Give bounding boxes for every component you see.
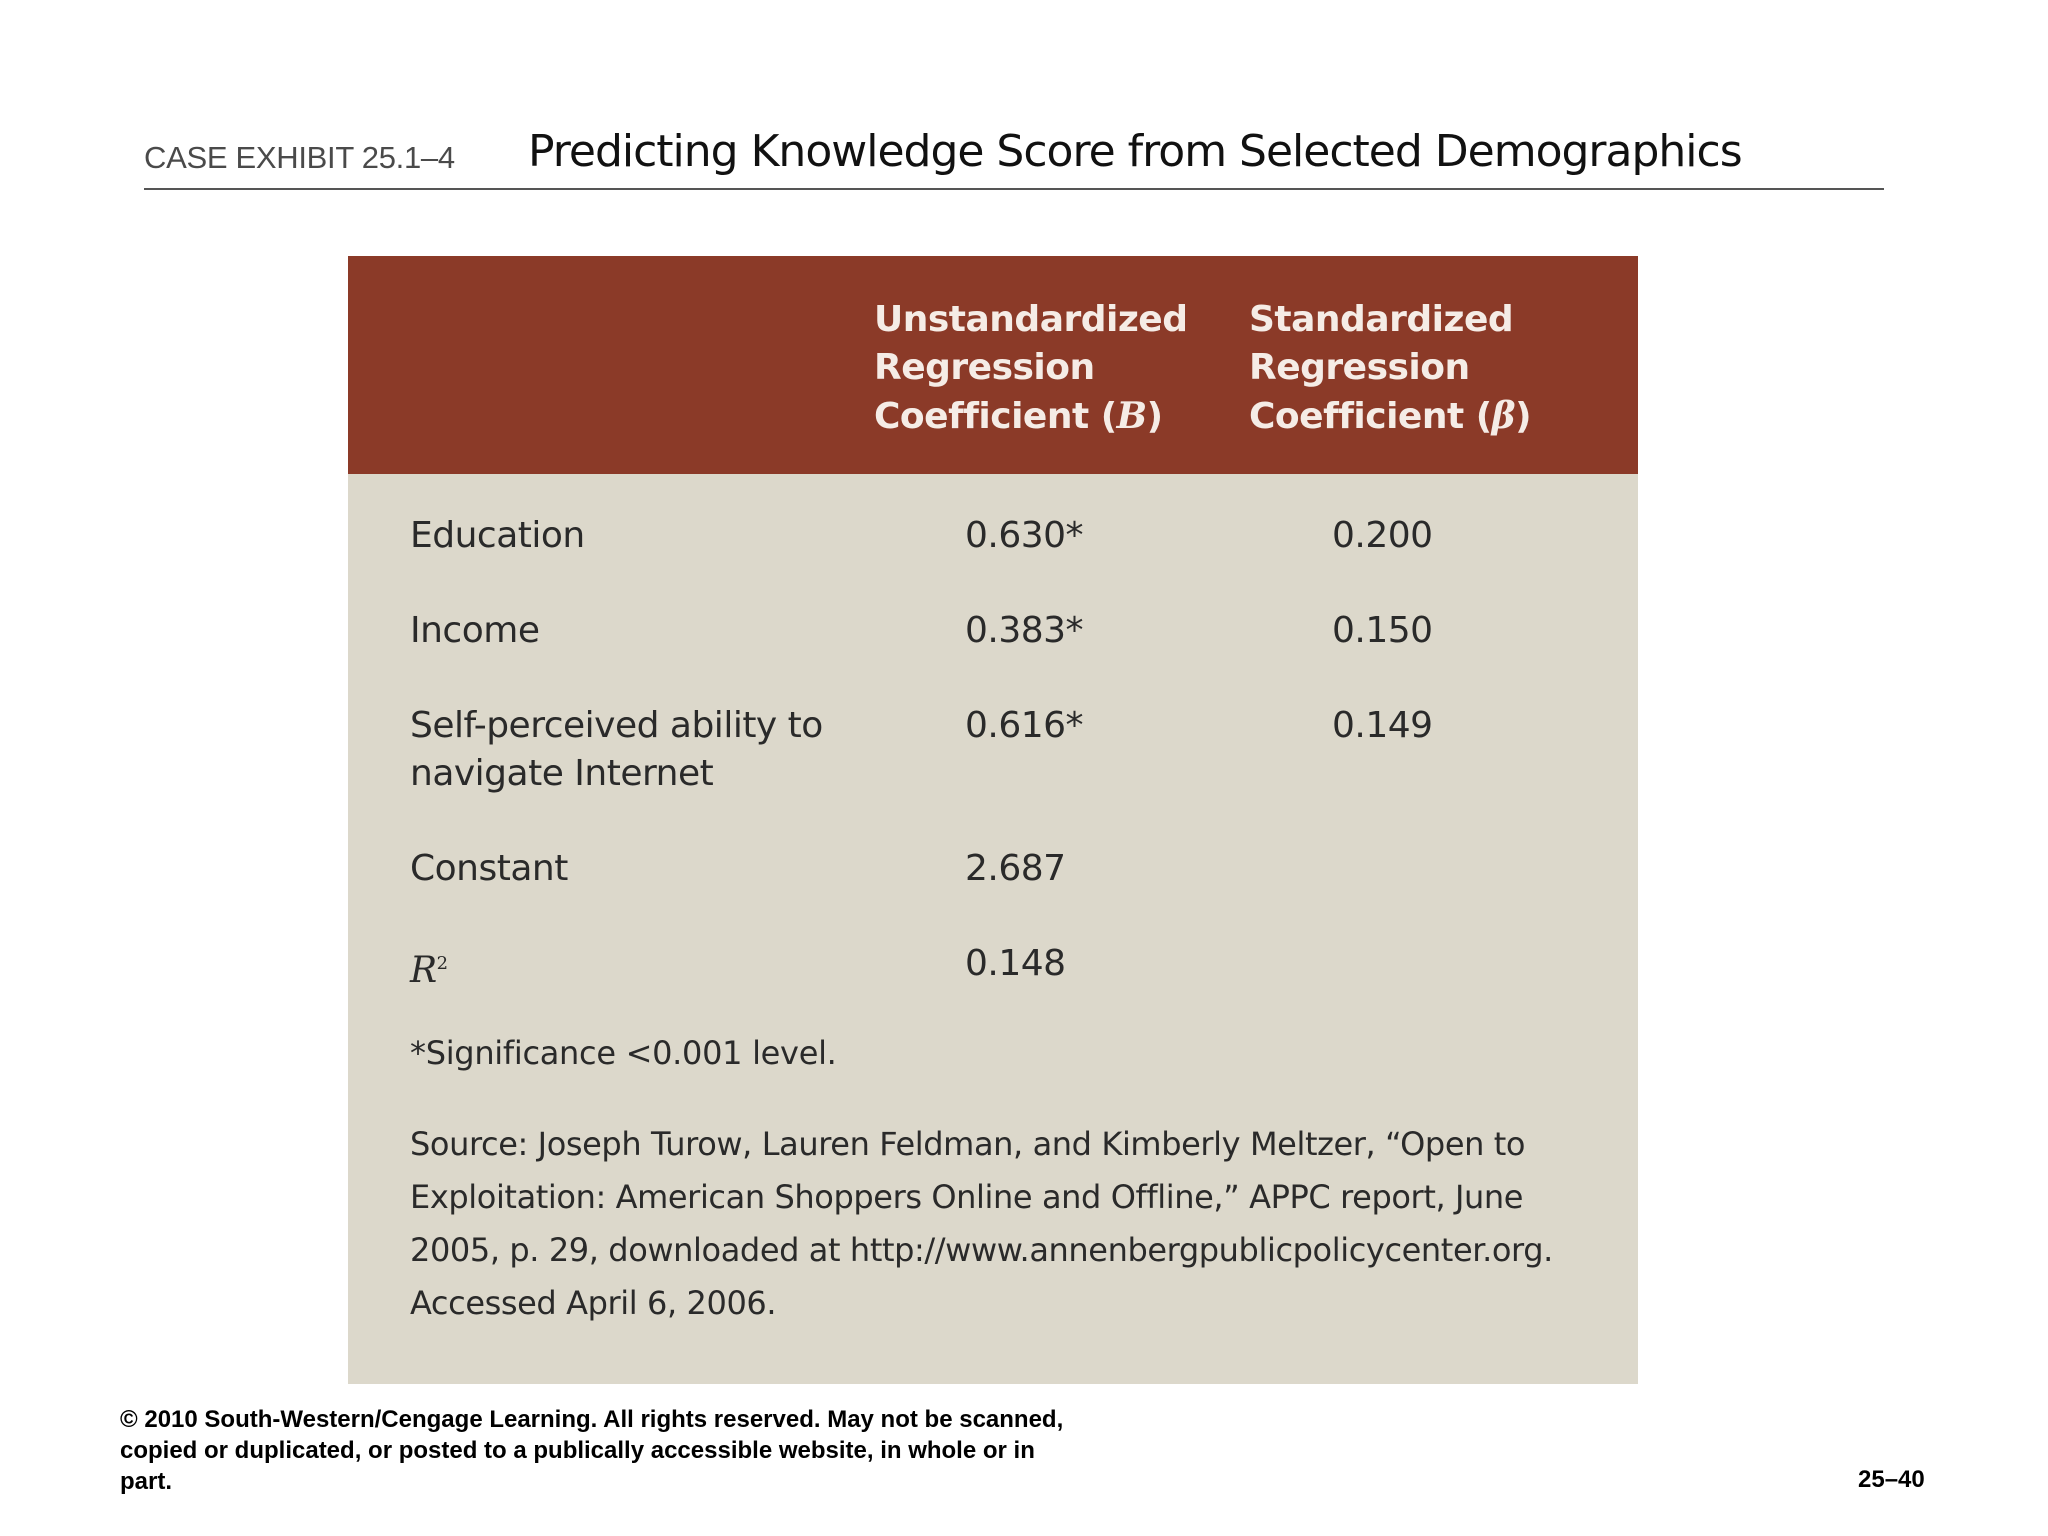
r-squared-label: R2 xyxy=(410,950,448,991)
exhibit-label: CASE EXHIBIT 25.1–4 xyxy=(144,140,455,175)
unstandardized-value: 0.383* xyxy=(965,610,1084,651)
standardized-value: 0.149 xyxy=(1332,705,1433,746)
row-label: Constant xyxy=(410,848,568,889)
standardized-value: 0.150 xyxy=(1332,610,1433,651)
significance-footnote: *Significance <0.001 level. xyxy=(410,1034,837,1072)
header-divider xyxy=(144,188,1884,190)
row-label: Self-perceived ability to navigate Inter… xyxy=(410,705,823,794)
copyright-notice: © 2010 South-Western/Cengage Learning. A… xyxy=(120,1406,1064,1495)
unstandardized-value: 2.687 xyxy=(965,848,1066,889)
standardized-value: 0.200 xyxy=(1332,515,1433,556)
unstandardized-value: 0.630* xyxy=(965,515,1084,556)
table-header: Unstandardized Regression Coefficient (B… xyxy=(348,256,1638,474)
row-label: Education xyxy=(410,515,585,556)
column-header-standardized: Standardized Regression Coefficient (β) xyxy=(1249,299,1532,437)
page-number: 25–40 xyxy=(1858,1466,1925,1493)
exhibit-header: CASE EXHIBIT 25.1–4 Predicting Knowledge… xyxy=(144,124,1884,188)
row-label: Income xyxy=(410,610,540,651)
r-squared-value: 0.148 xyxy=(965,943,1066,984)
regression-table: Unstandardized Regression Coefficient (B… xyxy=(348,256,1638,1384)
unstandardized-value: 0.616* xyxy=(965,705,1084,746)
exhibit-title: Predicting Knowledge Score from Selected… xyxy=(528,126,1743,177)
column-header-unstandardized: Unstandardized Regression Coefficient (B… xyxy=(874,299,1188,437)
source-citation: Source: Joseph Turow, Lauren Feldman, an… xyxy=(410,1125,1553,1322)
